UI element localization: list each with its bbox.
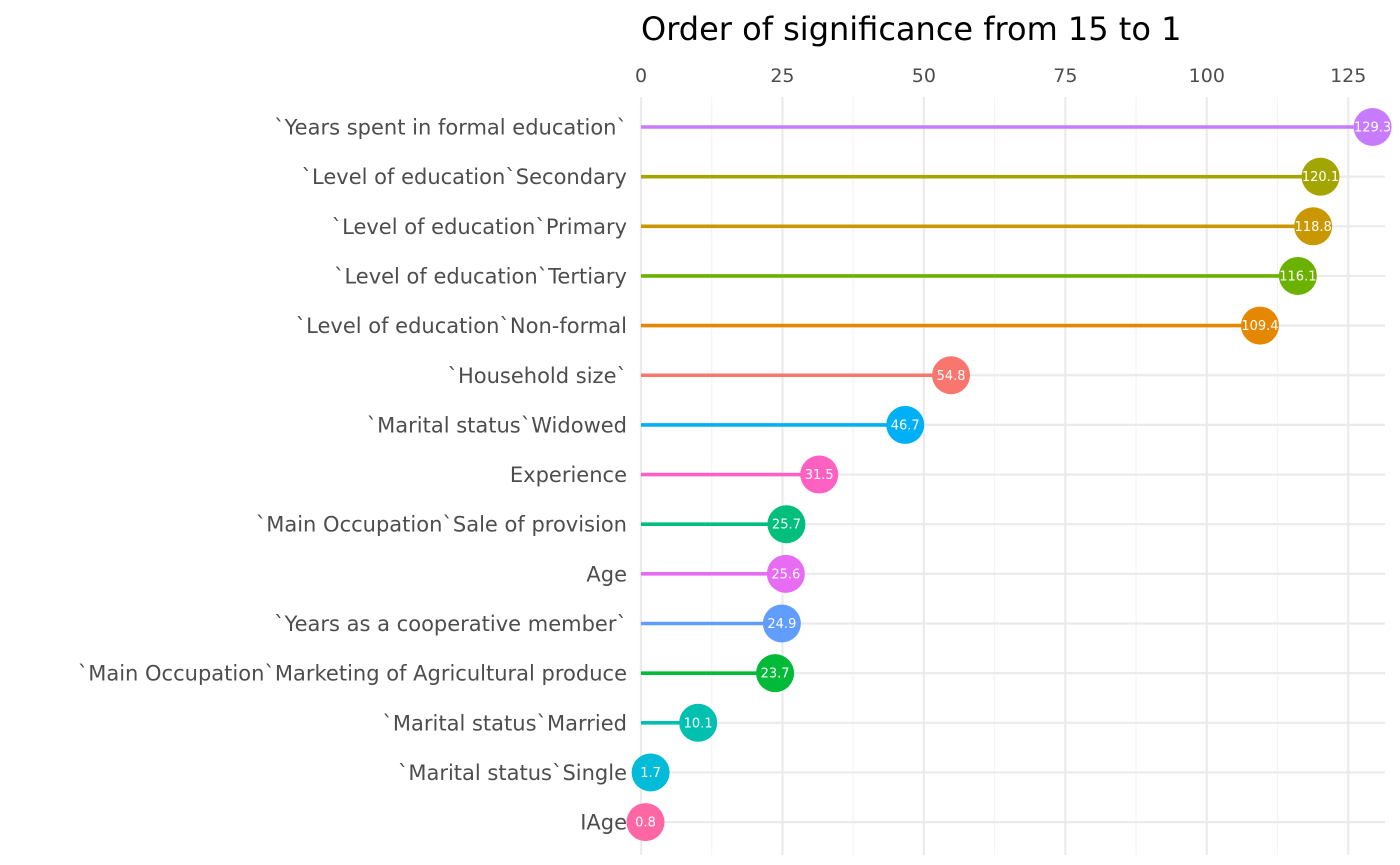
lollipop-dot [932,356,971,395]
lollipop-dot [756,654,795,693]
category-label: IAge [580,811,627,835]
lollipop-dot [766,554,805,593]
category-label: `Level of education`Tertiary [334,264,627,288]
value-label: 24.9 [767,617,796,632]
value-label: 120.1 [1302,170,1339,185]
y-axis-labels: `Years spent in formal education` `Level … [78,116,627,835]
value-label: 25.7 [772,518,801,533]
value-label: 129.3 [1354,121,1391,136]
x-tick-label: 25 [770,65,794,87]
x-tick-label: 50 [912,65,936,87]
category-label: `Main Occupation`Sale of provision [256,513,627,537]
value-label: 109.4 [1241,319,1278,334]
lollipop-dot [1294,207,1333,246]
category-label: `Marital status`Married [382,711,627,735]
category-label: `Level of education`Secondary [302,165,627,189]
lollipop-dot [1353,108,1392,146]
x-tick-label: 0 [635,65,647,87]
value-label: 25.6 [771,567,800,582]
value-label: 10.1 [684,716,713,731]
lollipop-dot [631,753,670,792]
x-tick-label: 75 [1053,65,1077,87]
category-label: Age [586,562,627,586]
chart-title: Order of significance from 15 to 1 [641,10,1181,48]
value-label: 46.7 [891,418,920,433]
category-label: `Years spent in formal education` [274,116,627,140]
lollipop-dot [679,703,718,742]
lollipop-dot [1240,306,1279,345]
value-label: 31.5 [805,468,834,483]
value-label: 54.8 [937,369,966,384]
lollipop-dot [767,505,806,544]
category-label: `Level of education`Non-formal [296,314,627,338]
value-label: 0.8 [635,816,656,831]
value-label: 116.1 [1279,269,1316,284]
value-label: 118.8 [1295,220,1332,235]
category-label: `Years as a cooperative member` [274,612,627,636]
category-label: `Household size` [447,364,627,388]
category-label: `Marital status`Widowed [367,413,627,437]
lollipop-marks: 129.3 120.1 118.8 116.1 109.4 54.8 46.7 31.5 25.… [626,108,1392,842]
lollipop-dot [762,604,801,643]
lollipop-dot [626,803,665,842]
x-axis-ticks: 0 25 50 75 100 125 [635,65,1366,87]
x-tick-label: 100 [1189,65,1225,87]
value-label: 23.7 [761,667,790,682]
value-label: 1.7 [640,766,661,781]
lollipop-dot [800,455,839,494]
category-label: `Main Occupation`Marketing of Agricultur… [78,662,627,686]
category-label: Experience [510,463,627,487]
lollipop-dot [1301,157,1340,196]
x-tick-label: 125 [1330,65,1366,87]
category-label: `Marital status`Single [398,761,627,785]
category-label: `Level of education`Primary [332,215,627,239]
lollipop-dot [1278,256,1317,295]
lollipop-dot [886,405,925,444]
